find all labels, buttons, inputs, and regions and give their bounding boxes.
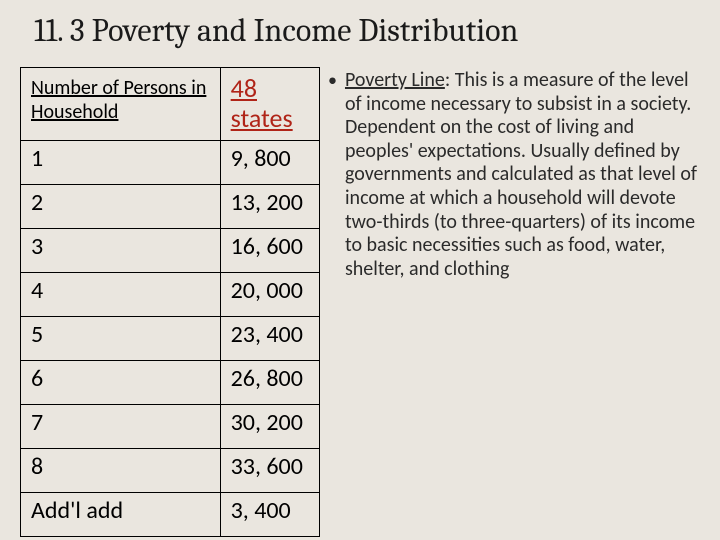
cell-persons: Add'l add [21, 492, 221, 536]
definition-body: : This is a measure of the level of inco… [345, 68, 697, 281]
cell-persons: 6 [21, 360, 221, 404]
table-row: 6 26, 800 [21, 360, 320, 404]
cell-value: 9, 800 [220, 140, 319, 184]
table-header-row: Number of Persons in Household 48 states [21, 68, 320, 141]
cell-value: 20, 000 [220, 272, 319, 316]
cell-persons: 3 [21, 228, 221, 272]
slide-title: 11. 3 Poverty and Income Distribution [34, 12, 700, 49]
cell-persons: 8 [21, 448, 221, 492]
table-row: Add'l add 3, 400 [21, 492, 320, 536]
cell-value: 30, 200 [220, 404, 319, 448]
bullet-item: • Poverty Line: This is a measure of the… [328, 69, 700, 281]
col-header-states: 48 states [220, 68, 319, 141]
cell-persons: 7 [21, 404, 221, 448]
table-row: 7 30, 200 [21, 404, 320, 448]
table-row: 8 33, 600 [21, 448, 320, 492]
table-row: 2 13, 200 [21, 184, 320, 228]
content-row: Number of Persons in Household 48 states… [20, 67, 700, 537]
cell-persons: 5 [21, 316, 221, 360]
definition-term: Poverty Line [345, 68, 445, 92]
cell-value: 3, 400 [220, 492, 319, 536]
cell-persons: 2 [21, 184, 221, 228]
table-row: 4 20, 000 [21, 272, 320, 316]
cell-value: 23, 400 [220, 316, 319, 360]
definition-block: • Poverty Line: This is a measure of the… [328, 67, 700, 537]
slide: 11. 3 Poverty and Income Distribution Nu… [0, 0, 720, 540]
cell-persons: 1 [21, 140, 221, 184]
poverty-table: Number of Persons in Household 48 states… [20, 67, 320, 537]
table-row: 3 16, 600 [21, 228, 320, 272]
cell-value: 26, 800 [220, 360, 319, 404]
cell-value: 16, 600 [220, 228, 319, 272]
table-row: 5 23, 400 [21, 316, 320, 360]
bullet-text: Poverty Line: This is a measure of the l… [345, 69, 700, 281]
poverty-table-wrap: Number of Persons in Household 48 states… [20, 67, 320, 537]
cell-persons: 4 [21, 272, 221, 316]
bullet-icon: • [328, 69, 337, 281]
table-row: 1 9, 800 [21, 140, 320, 184]
cell-value: 13, 200 [220, 184, 319, 228]
cell-value: 33, 600 [220, 448, 319, 492]
col-header-persons: Number of Persons in Household [21, 68, 221, 141]
